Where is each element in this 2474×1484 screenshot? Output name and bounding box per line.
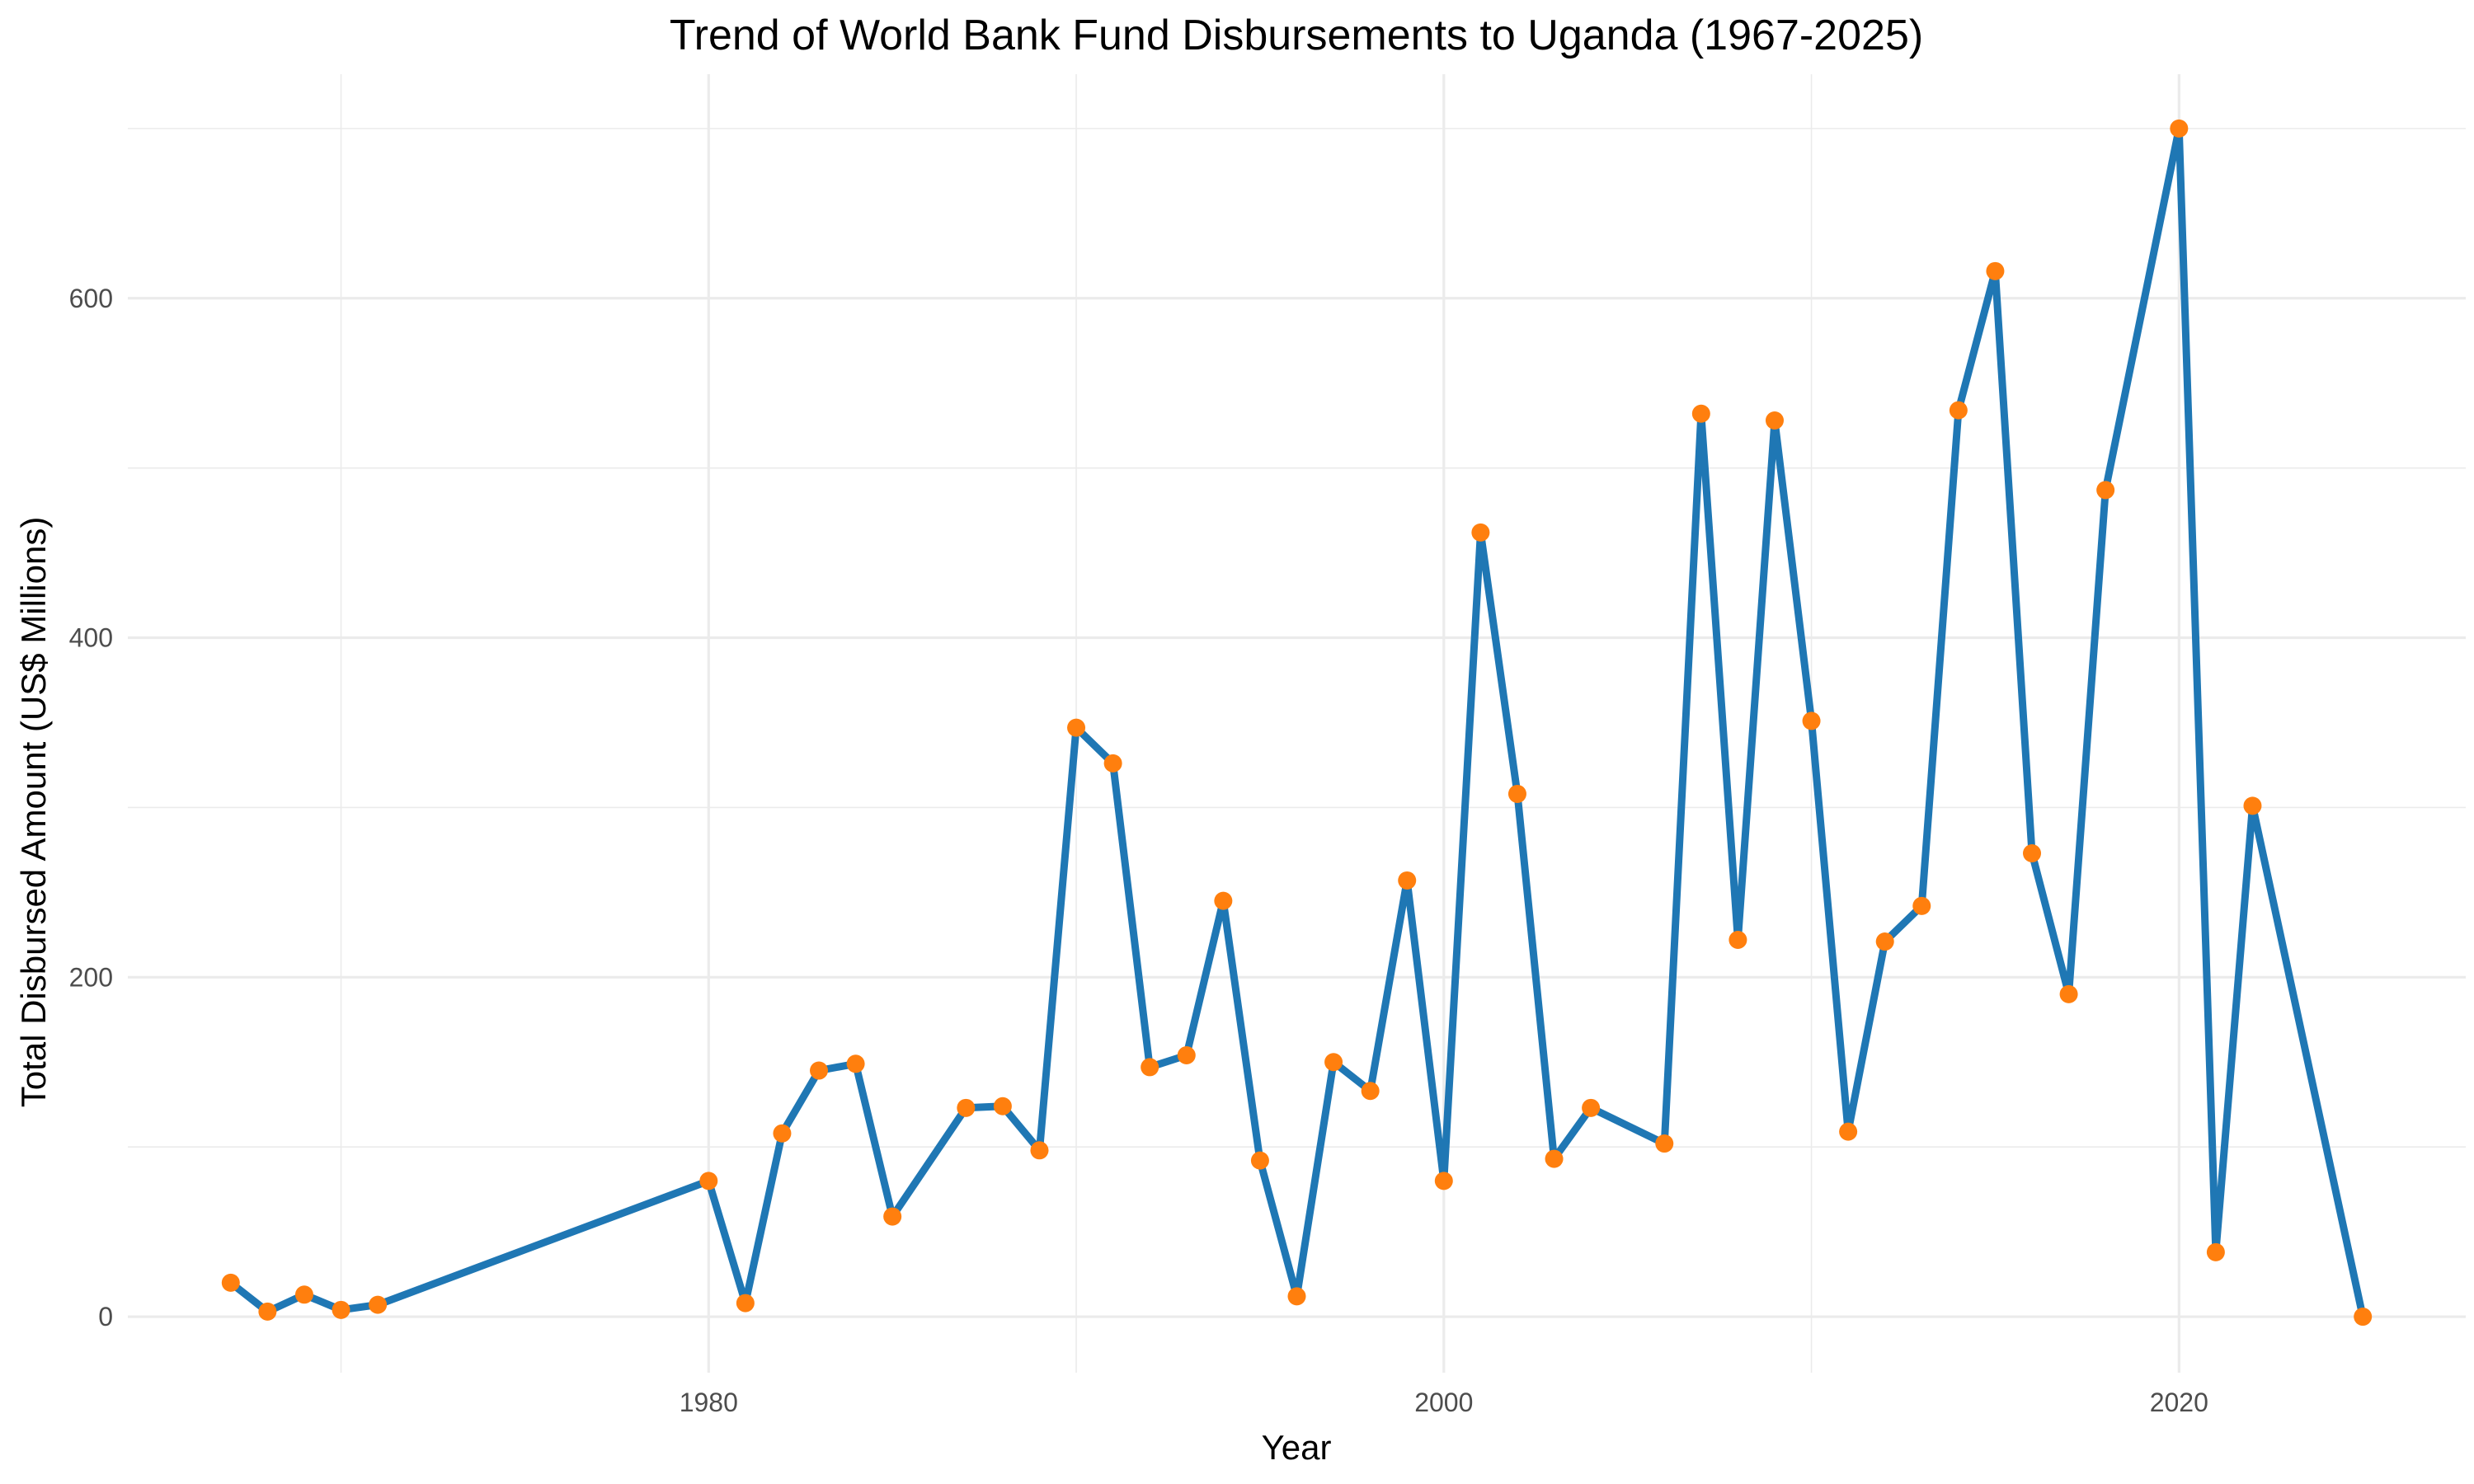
data-point [1361,1082,1380,1101]
y-tick-label: 0 [98,1302,113,1331]
data-point [1471,523,1490,542]
y-tick-label: 600 [69,284,113,313]
x-tick-label: 2000 [1414,1388,1473,1417]
data-point [1949,401,1968,420]
data-point [846,1054,865,1073]
data-point [2059,984,2078,1003]
data-point [2354,1308,2373,1327]
data-point [1067,718,1086,737]
data-point [1802,711,1821,730]
data-point [369,1295,388,1314]
x-tick-label: 1980 [680,1388,738,1417]
data-point [1177,1046,1196,1064]
x-axis-title: Year [1262,1428,1332,1467]
data-point [294,1285,313,1304]
data-point [2096,481,2115,500]
y-axis-title: Total Disbursed Amount (US$ Millions) [14,517,53,1108]
data-points [221,119,2373,1327]
chart-title: Trend of World Bank Fund Disbursements t… [670,12,1923,59]
y-tick-label: 200 [69,962,113,992]
data-point [1214,891,1233,910]
data-series [227,124,2367,1321]
data-point [2170,119,2189,138]
data-point [2243,796,2262,815]
data-point [1986,261,2005,280]
data-point [1691,404,1710,423]
x-tick-labels: 1980 2000 2020 [680,1388,2208,1417]
data-point [1582,1098,1601,1117]
data-point [2023,844,2042,862]
data-point [1434,1172,1453,1190]
data-point [1729,931,1747,949]
data-point [1030,1141,1049,1160]
data-point [221,1273,240,1292]
data-point [332,1300,350,1319]
data-point [1545,1149,1564,1168]
data-point [1839,1122,1858,1141]
data-point [1912,896,1931,915]
data-point [258,1302,277,1321]
data-point [1875,932,1894,951]
data-point [993,1097,1012,1115]
data-point [699,1172,718,1190]
data-point [1103,754,1122,773]
data-point [1398,871,1417,890]
data-point [1141,1058,1159,1077]
data-point [736,1294,755,1313]
x-tick-label: 2020 [2150,1388,2208,1417]
y-tick-labels: 0 200 400 600 [69,284,113,1331]
data-point [1507,784,1526,803]
data-point [1287,1287,1306,1306]
data-point [1655,1134,1674,1153]
data-point [1324,1053,1343,1072]
data-point [1765,411,1784,430]
data-point [773,1124,792,1143]
series-line [227,124,2367,1321]
data-point [883,1207,902,1226]
data-point [2206,1242,2225,1261]
y-tick-label: 400 [69,623,113,653]
grid-lines [128,74,2466,1373]
data-point [957,1098,976,1117]
data-point [810,1061,829,1080]
data-point [1250,1151,1269,1170]
